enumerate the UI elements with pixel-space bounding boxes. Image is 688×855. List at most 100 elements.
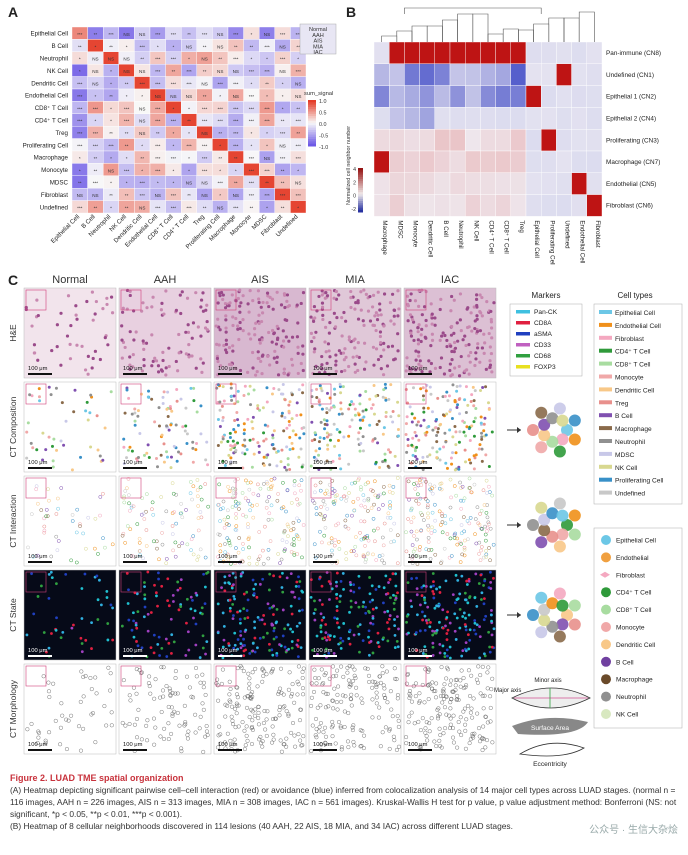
panel-c-cell-dot xyxy=(369,640,373,643)
panel-a-cell-label: *** xyxy=(233,119,239,124)
panel-c-cell-dot xyxy=(203,602,207,606)
panel-c-cell-node xyxy=(297,483,302,488)
panel-a-cell-label: * xyxy=(266,94,268,99)
panel-c-cell-outline xyxy=(231,742,236,747)
panel-c-cell-outline xyxy=(383,696,388,701)
panel-c-cell-node xyxy=(160,542,165,547)
panel-c-cell-dot xyxy=(143,585,146,588)
panel-c-cell-dot xyxy=(389,415,393,419)
panel-c-cell-dot xyxy=(159,308,163,312)
panel-c-cell-dot xyxy=(142,453,146,457)
panel-a-cell-label: * xyxy=(219,193,221,198)
panel-a-cell-label: NS xyxy=(217,32,223,37)
panel-c-cell-node xyxy=(285,522,290,527)
panel-c-cell-dot xyxy=(467,354,471,358)
panel-c-cell-outline xyxy=(390,714,395,719)
panel-c-cell-node xyxy=(237,501,242,506)
panel-c-cell-dot xyxy=(433,323,437,327)
panel-b-cell xyxy=(586,128,603,152)
panel-c-cell-dot xyxy=(430,322,434,326)
panel-c-cell-dot xyxy=(295,401,299,405)
panel-c-cell-dot xyxy=(461,338,465,342)
panel-c-cell-dot xyxy=(374,460,378,464)
panel-c-cell-node xyxy=(247,555,252,560)
panel-b-cell xyxy=(571,107,588,130)
panel-c-scale-bar xyxy=(218,373,242,375)
panel-c-cell-dot xyxy=(439,297,443,302)
panel-b-dendrogram-root xyxy=(404,7,542,14)
panel-c-cell-outline xyxy=(270,668,275,673)
panel-c-cell-dot xyxy=(428,385,432,389)
panel-c-cell-node xyxy=(344,498,349,503)
panel-c-cell-dot xyxy=(409,331,413,335)
panel-c-cell-dot xyxy=(236,418,240,422)
panel-c-cell-outline xyxy=(444,712,449,717)
panel-a-row-label: B Cell xyxy=(51,43,68,50)
panel-c-cell-node xyxy=(98,513,102,518)
panel-c-cell-node xyxy=(391,485,396,489)
panel-c-cell-outline xyxy=(250,690,255,695)
panel-c-cell-dot xyxy=(435,417,439,421)
panel-c-cell-outline xyxy=(223,702,228,707)
panel-c-cell-node xyxy=(268,539,273,543)
panel-c-cell-dot xyxy=(68,342,72,347)
panel-a-cell-label: ** xyxy=(281,181,285,186)
panel-c-tile: 100 μm xyxy=(403,663,497,755)
panel-c-cell-dot xyxy=(455,321,459,325)
panel-c-cell-outline xyxy=(179,746,184,751)
panel-c-cell-node xyxy=(285,488,290,493)
panel-c-cell-node xyxy=(230,486,235,491)
panel-b-cell xyxy=(586,172,603,195)
panel-a-cell-label: ** xyxy=(187,193,191,198)
panel-c-cell-outline xyxy=(242,695,247,700)
panel-c-cell-dot xyxy=(391,410,395,414)
panel-c-cell-dot xyxy=(470,393,474,397)
panel-c-cell-dot xyxy=(469,311,473,315)
panel-a-colorbar-step xyxy=(308,139,316,142)
panel-c-cell-dot xyxy=(332,405,336,409)
panel-c-cell-outline xyxy=(127,693,132,698)
panel-c-cell-dot xyxy=(368,423,372,427)
panel-c-cell-node xyxy=(160,531,164,535)
panel-c-cell-node xyxy=(195,478,200,482)
panel-c-cell-node xyxy=(388,500,392,504)
caption-line-a: (A) Heatmap depicting significant pairwi… xyxy=(10,785,677,819)
panel-c-cell-dot xyxy=(271,307,275,311)
panel-c-cell-dot xyxy=(291,429,295,433)
panel-c-cell-dot xyxy=(279,460,283,464)
panel-b-cell xyxy=(373,172,390,195)
panel-c-tile: 100 μm xyxy=(213,475,307,567)
panel-c-cell-dot xyxy=(266,354,270,358)
panel-b-cell xyxy=(464,63,481,86)
panel-c-cell-dot xyxy=(438,338,442,342)
panel-c-cell-outline xyxy=(222,740,227,745)
panel-c-cell-node xyxy=(227,489,232,493)
panel-c-cell-outline xyxy=(135,735,140,740)
panel-c-cell-node xyxy=(322,502,327,507)
panel-c-cell-dot xyxy=(382,348,386,352)
panel-c-cell-dot xyxy=(193,609,197,613)
panel-c-cell-node xyxy=(412,533,416,538)
panel-c-cell-dot xyxy=(484,433,488,437)
panel-c-cell-dot xyxy=(438,458,442,462)
panel-c-cell-outline xyxy=(309,695,314,700)
panel-c-cell-node xyxy=(356,496,360,501)
panel-c-cell-dot xyxy=(450,294,454,299)
panel-a-cell-label: *** xyxy=(202,106,208,111)
panel-c-cell-outline xyxy=(445,665,450,670)
panel-c-cell-dot xyxy=(153,583,156,587)
panel-c-cell-dot xyxy=(480,314,484,318)
panel-c-cell-dot xyxy=(160,433,164,437)
panel-c-cell-outline xyxy=(466,668,471,673)
panel-c-cell-dot xyxy=(422,584,426,588)
panel-c-tile-bg xyxy=(23,475,117,567)
panel-c-cell-node xyxy=(426,523,431,528)
panel-c-cell-outline xyxy=(466,703,471,708)
interaction-icon xyxy=(600,571,610,578)
panel-c-cell-outline xyxy=(315,705,320,710)
panel-b-colorbar-tick: 2 xyxy=(353,180,356,186)
panel-c-cell-node xyxy=(244,514,248,519)
panel-b-dendrogram-branch xyxy=(502,28,519,42)
panel-c-tile: 100 μm xyxy=(308,475,402,567)
panel-c-cell-dot xyxy=(270,328,275,333)
